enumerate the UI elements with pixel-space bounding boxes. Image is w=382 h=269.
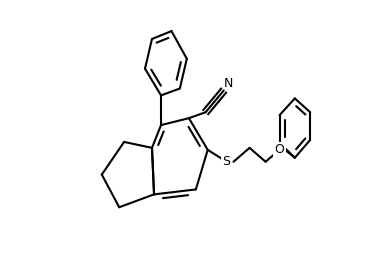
Text: N: N [224, 77, 233, 90]
Text: S: S [223, 155, 231, 168]
Text: O: O [275, 143, 285, 156]
